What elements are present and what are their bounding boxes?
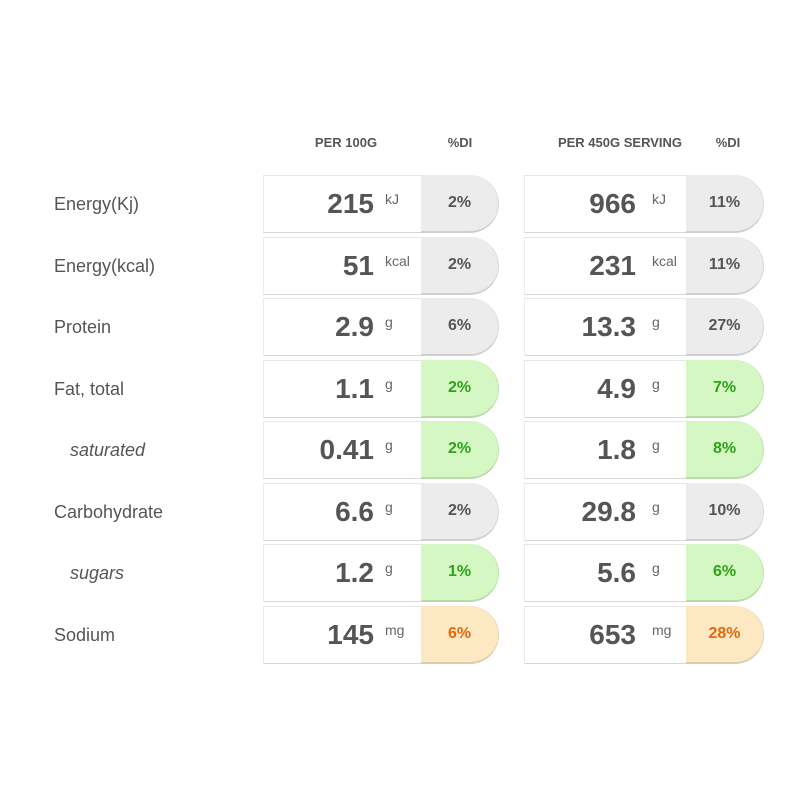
amount-value: 653 xyxy=(589,619,636,650)
value-cell-per-100g: 1.2 g xyxy=(263,544,423,602)
amount-value: 13.3 xyxy=(581,311,637,342)
nutrient-row: Sodium 145 mg 6% 653 mg 28% xyxy=(0,606,800,664)
nutrient-label: Energy(Kj) xyxy=(54,194,140,214)
nutrient-row: Fat, total 1.1 g 2% 4.9 g 7% xyxy=(0,360,800,418)
amount-value: 2.9 xyxy=(335,311,374,342)
amount-unit: g xyxy=(385,314,393,330)
value-cell-per-100g: 1.1 g xyxy=(263,360,423,418)
amount-value: 6.6 xyxy=(335,496,374,527)
percent-di-badge-per-100g: 1% xyxy=(421,544,499,602)
amount-value: 1.8 xyxy=(597,434,636,465)
value-cell-per-serving: 13.3 g xyxy=(524,298,686,356)
amount-unit: g xyxy=(385,376,393,392)
value-cell-per-100g: 145 mg xyxy=(263,606,423,664)
value-cell-per-serving: 966 kJ xyxy=(524,175,686,233)
nutrient-row: Protein 2.9 g 6% 13.3 g 27% xyxy=(0,298,800,356)
value-cell-per-100g: 215 kJ xyxy=(263,175,423,233)
percent-di-badge-per-serving: 28% xyxy=(686,606,764,664)
amount-unit: g xyxy=(385,560,393,576)
nutrient-row: Energy(kcal) 51 kcal 2% 231 kcal 11% xyxy=(0,237,800,295)
amount-unit: kJ xyxy=(385,191,399,207)
amount-value: 1.2 xyxy=(335,557,374,588)
value-cell-per-serving: 231 kcal xyxy=(524,237,686,295)
value-cell-per-serving: 4.9 g xyxy=(524,360,686,418)
amount-unit: kJ xyxy=(652,191,666,207)
amount-unit: g xyxy=(385,499,393,515)
amount-unit: g xyxy=(652,560,660,576)
percent-di-badge-per-serving: 6% xyxy=(686,544,764,602)
value-cell-per-100g: 51 kcal xyxy=(263,237,423,295)
percent-di-badge-per-100g: 2% xyxy=(421,237,499,295)
nutrient-label: Carbohydrate xyxy=(54,502,164,522)
amount-unit: kcal xyxy=(652,253,677,269)
percent-di-badge-per-100g: 2% xyxy=(421,360,499,418)
nutrient-row: Energy(Kj) 215 kJ 2% 966 kJ 11% xyxy=(0,175,800,233)
percent-di-badge-per-serving: 11% xyxy=(686,175,764,233)
value-cell-per-100g: 2.9 g xyxy=(263,298,423,356)
value-cell-per-100g: 0.41 g xyxy=(263,421,423,479)
value-cell-per-serving: 5.6 g xyxy=(524,544,686,602)
percent-di-badge-per-serving: 7% xyxy=(686,360,764,418)
amount-value: 29.8 xyxy=(581,496,637,527)
percent-di-badge-per-serving: 8% xyxy=(686,421,764,479)
amount-unit: g xyxy=(652,314,660,330)
percent-di-badge-per-serving: 11% xyxy=(686,237,764,295)
amount-value: 5.6 xyxy=(597,557,636,588)
header-per-serving: PER 450G SERVING xyxy=(557,135,683,150)
percent-di-badge-per-100g: 2% xyxy=(421,483,499,541)
amount-value: 145 xyxy=(327,619,374,650)
nutrient-label: saturated xyxy=(70,440,146,460)
percent-di-badge-per-100g: 6% xyxy=(421,606,499,664)
percent-di-badge-per-serving: 10% xyxy=(686,483,764,541)
nutrient-row: Carbohydrate 6.6 g 2% 29.8 g 10% xyxy=(0,483,800,541)
nutrient-label: Sodium xyxy=(54,625,116,645)
value-cell-per-serving: 29.8 g xyxy=(524,483,686,541)
amount-unit: g xyxy=(385,437,393,453)
amount-value: 231 xyxy=(589,250,636,281)
header-per-100g: PER 100G xyxy=(314,135,378,150)
percent-di-badge-per-100g: 6% xyxy=(421,298,499,356)
header-di-serving: %DI xyxy=(715,135,741,150)
amount-unit: g xyxy=(652,376,660,392)
amount-unit: g xyxy=(652,437,660,453)
percent-di-badge-per-100g: 2% xyxy=(421,175,499,233)
amount-value: 51 xyxy=(342,250,374,281)
amount-value: 966 xyxy=(589,188,636,219)
value-cell-per-100g: 6.6 g xyxy=(263,483,423,541)
value-cell-per-serving: 1.8 g xyxy=(524,421,686,479)
nutrient-label: Energy(kcal) xyxy=(54,256,156,276)
amount-value: 1.1 xyxy=(335,373,374,404)
nutrient-row: saturated 0.41 g 2% 1.8 g 8% xyxy=(0,421,800,479)
amount-value: 4.9 xyxy=(597,373,636,404)
header-di-100g: %DI xyxy=(447,135,473,150)
nutrient-label: sugars xyxy=(70,563,125,583)
percent-di-badge-per-serving: 27% xyxy=(686,298,764,356)
value-cell-per-serving: 653 mg xyxy=(524,606,686,664)
amount-unit: mg xyxy=(385,622,405,638)
nutrient-label: Protein xyxy=(54,317,112,337)
nutrient-label: Fat, total xyxy=(54,379,125,399)
amount-value: 215 xyxy=(327,188,374,219)
amount-unit: kcal xyxy=(385,253,410,269)
amount-unit: g xyxy=(652,499,660,515)
amount-value: 0.41 xyxy=(319,434,375,465)
nutrient-row: sugars 1.2 g 1% 5.6 g 6% xyxy=(0,544,800,602)
amount-unit: mg xyxy=(652,622,672,638)
percent-di-badge-per-100g: 2% xyxy=(421,421,499,479)
